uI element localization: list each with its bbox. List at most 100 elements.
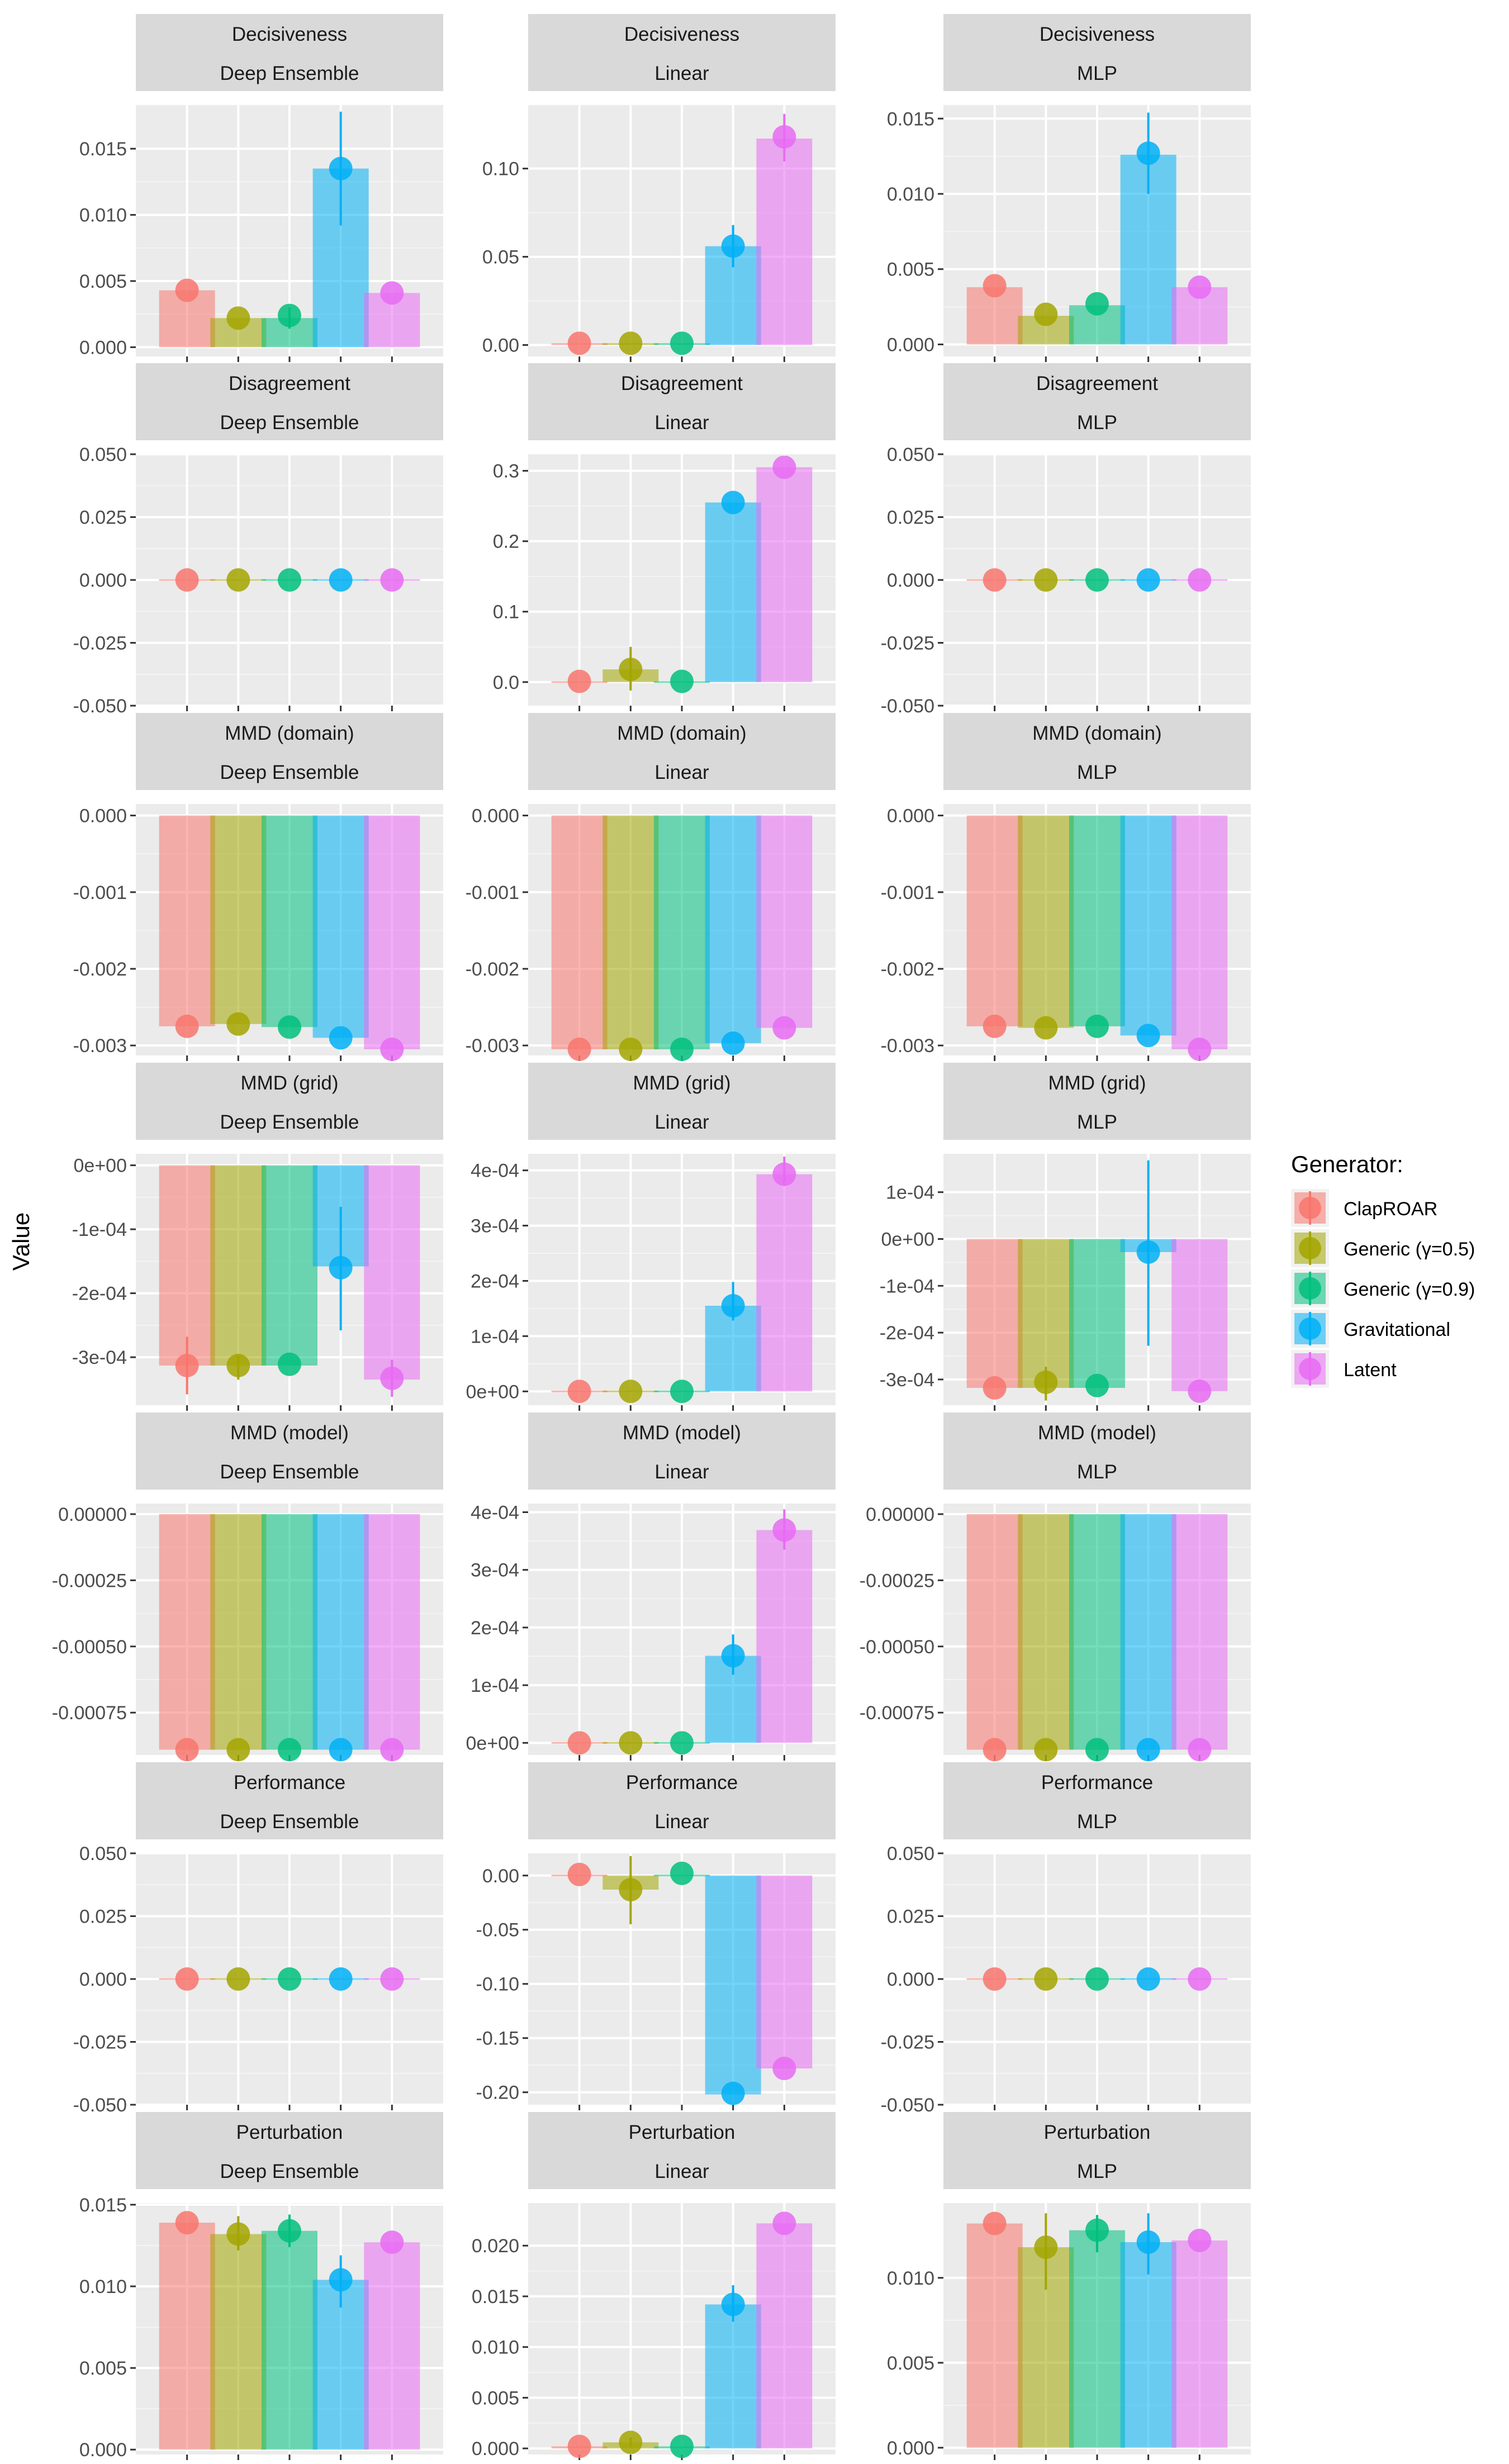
- point-claproar: [175, 2211, 199, 2235]
- point-latent: [772, 1518, 796, 1542]
- panel-performance-mlp: Performance MLP -0.050 -0.025 0.000 0.025 0.05…: [881, 1762, 1251, 2116]
- point-gravitational: [329, 2268, 353, 2292]
- y-tick-label: 3e-04: [471, 1560, 519, 1581]
- point-gravitational: [721, 491, 745, 515]
- y-tick-label: -0.050: [73, 2095, 127, 2116]
- point-generic-0-9-: [1085, 1738, 1109, 1762]
- strip-metric-label: Performance: [626, 1772, 738, 1794]
- panel-decisiveness-mlp: Decisiveness MLP 0.000 0.005 0.010 0.015: [887, 14, 1251, 362]
- strip-metric-label: Performance: [1041, 1772, 1153, 1794]
- point-generic-0-9-: [670, 1380, 694, 1404]
- y-tick-label: 0.00000: [866, 1504, 934, 1525]
- point-generic-0-5-: [1034, 568, 1058, 592]
- y-tick-label: 0.015: [79, 139, 127, 160]
- legend-label: Latent: [1344, 1359, 1397, 1381]
- legend-item: ClapROAR: [1291, 1189, 1437, 1227]
- y-tick-label: 2e-04: [471, 1271, 519, 1292]
- bar-latent: [364, 1514, 420, 1750]
- point-generic-0-5-: [619, 1380, 643, 1404]
- y-tick-label: -0.025: [881, 633, 934, 654]
- y-tick-label: -0.00025: [860, 1570, 934, 1591]
- strip-model-label: Deep Ensemble: [220, 1461, 359, 1483]
- point-latent: [1188, 1379, 1212, 1403]
- bar-latent: [1171, 2240, 1228, 2448]
- strip-metric-label: Decisiveness: [232, 23, 347, 45]
- y-tick-label: 1e-04: [886, 1182, 934, 1204]
- point-generic-0-9-: [1085, 568, 1109, 592]
- strip: [943, 1063, 1251, 1140]
- strip-metric-label: Perturbation: [629, 2121, 735, 2143]
- y-tick-label: 0.000: [79, 2439, 127, 2461]
- y-tick-label: -0.00050: [860, 1637, 934, 1658]
- bar-gravitational: [1120, 1514, 1176, 1750]
- bar-claproar: [966, 815, 1023, 1026]
- point-gravitational: [329, 1738, 353, 1762]
- legend-item: Gravitational: [1291, 1310, 1450, 1348]
- bar-latent: [1171, 1239, 1228, 1391]
- point-latent: [1188, 568, 1212, 592]
- legend-title: Generator:: [1291, 1151, 1403, 1177]
- y-tick-label: 0e+00: [881, 1229, 935, 1250]
- bar-claproar: [966, 2223, 1023, 2448]
- y-tick-label: 1e-04: [471, 1675, 519, 1696]
- y-tick-label: 0.005: [79, 2358, 127, 2379]
- y-tick-label: -0.00050: [52, 1637, 127, 1658]
- bar-claproar: [159, 1165, 215, 1366]
- point-latent: [772, 2057, 796, 2081]
- bar-gravitational: [1120, 2242, 1176, 2448]
- point-generic-0-5-: [1034, 1370, 1058, 1394]
- panel-perturbation-deep-ensemble: Perturbation Deep Ensemble 0.000 0.005 0.010…: [79, 2112, 443, 2461]
- point-latent: [1188, 275, 1212, 299]
- legend-key-point: [1299, 1358, 1321, 1380]
- y-tick-label: 0.005: [887, 2353, 934, 2374]
- y-tick-label: 0.000: [887, 806, 934, 827]
- bar-generic-0-5-: [1018, 1239, 1074, 1388]
- panel-mmd-grid-mlp: MMD (grid) MLP -3e-04 -2e-04 -1e-04 0e+00 1e-0…: [880, 1063, 1251, 1411]
- y-tick-label: -0.025: [73, 633, 127, 654]
- point-gravitational: [329, 1967, 353, 1991]
- y-tick-label: -0.10: [476, 1974, 520, 1995]
- point-gravitational: [1136, 1967, 1160, 1991]
- point-generic-0-5-: [1034, 1016, 1058, 1040]
- y-tick-label: 0.2: [493, 531, 519, 553]
- point-generic-0-5-: [619, 1731, 643, 1755]
- strip-model-label: Linear: [654, 1111, 709, 1133]
- legend-key-point: [1299, 1237, 1321, 1259]
- y-tick-label: -1e-04: [72, 1219, 127, 1240]
- legend-item: Latent: [1291, 1350, 1397, 1388]
- bar-generic-0-9-: [262, 2230, 317, 2450]
- panel-mmd-domain-linear: MMD (domain) Linear -0.003 -0.002 -0.001 0.00…: [466, 713, 836, 1062]
- y-tick-label: 3e-04: [471, 1216, 519, 1237]
- strip-model-label: MLP: [1077, 63, 1117, 84]
- y-tick-label: -0.003: [466, 1035, 519, 1057]
- bar-generic-0-9-: [262, 815, 317, 1028]
- panel-disagreement-deep-ensemble: Disagreement Deep Ensemble -0.050 -0.025 0.0…: [73, 363, 443, 717]
- strip-model-label: Deep Ensemble: [220, 2161, 359, 2182]
- y-tick-label: 0.025: [887, 1906, 934, 1928]
- panel-disagreement-linear: Disagreement Linear 0.0 0.1 0.2 0.3: [493, 363, 836, 711]
- point-gravitational: [1136, 2230, 1160, 2254]
- y-tick-label: 0.050: [887, 444, 934, 465]
- panel-mmd-model-mlp: MMD (model) MLP -0.00075 -0.00050 -0.00025 0.…: [860, 1412, 1251, 1762]
- strip-metric-label: Decisiveness: [1040, 23, 1155, 45]
- bar-generic-0-9-: [1069, 2230, 1125, 2448]
- strip: [136, 2112, 443, 2189]
- point-generic-0-5-: [619, 2430, 643, 2455]
- strip-model-label: Deep Ensemble: [220, 1111, 359, 1133]
- bar-gravitational: [312, 1514, 369, 1750]
- y-tick-label: 0.025: [79, 1906, 127, 1928]
- point-gravitational: [1136, 1738, 1160, 1762]
- y-tick-label: 0.010: [472, 2337, 519, 2358]
- bar-claproar: [966, 1514, 1023, 1750]
- strip-metric-label: MMD (domain): [225, 722, 354, 744]
- strip-model-label: Deep Ensemble: [220, 412, 359, 434]
- y-tick-label: 0e+00: [466, 1381, 520, 1402]
- bar-claproar: [159, 1514, 215, 1750]
- y-tick-label: 0.000: [472, 806, 519, 827]
- point-latent: [380, 568, 404, 592]
- legend-key-point: [1299, 1277, 1321, 1300]
- y-tick-label: 0.000: [887, 1969, 934, 1990]
- point-generic-0-5-: [1034, 2235, 1058, 2260]
- y-tick-label: 0.000: [79, 337, 127, 358]
